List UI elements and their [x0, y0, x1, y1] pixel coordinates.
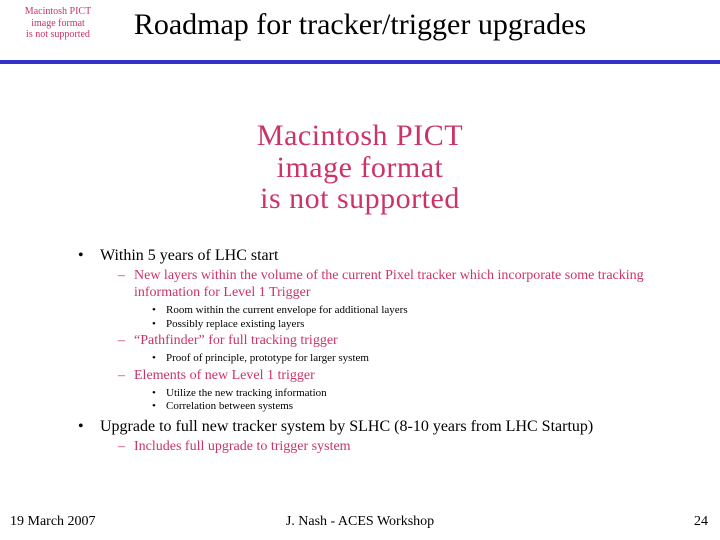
bullet-icon: • [152, 304, 166, 318]
footer-author: J. Nash - ACES Workshop [0, 514, 720, 530]
title-underline [0, 60, 720, 64]
bullet-icon: • [78, 417, 100, 436]
bullet-text: Upgrade to full new tracker system by SL… [100, 417, 593, 436]
page-number: 24 [694, 514, 708, 530]
sub-item: – Includes full upgrade to trigger syste… [118, 439, 698, 456]
dash-icon: – [118, 333, 134, 350]
subsub-text: Possibly replace existing layers [166, 318, 304, 332]
slide-title: Roadmap for tracker/trigger upgrades [0, 8, 720, 42]
bullet-icon: • [152, 318, 166, 332]
pict-line: image format [0, 152, 720, 184]
subsub-item: • Possibly replace existing layers [152, 318, 698, 332]
subsub-item: • Utilize the new tracking information [152, 387, 698, 401]
bullet-icon: • [78, 246, 100, 265]
pict-placeholder-large: Macintosh PICT image format is not suppo… [0, 120, 720, 215]
sub-text: Elements of new Level 1 trigger [134, 368, 315, 385]
bullet-icon: • [152, 400, 166, 414]
sub-item: – Elements of new Level 1 trigger • Util… [118, 368, 698, 414]
sub-text: New layers within the volume of the curr… [134, 268, 698, 302]
subsub-text: Correlation between systems [166, 400, 293, 414]
bullet-icon: • [152, 387, 166, 401]
bullet-item: • Upgrade to full new tracker system by … [78, 417, 698, 456]
subsub-item: • Room within the current envelope for a… [152, 304, 698, 318]
pict-line: Macintosh PICT [0, 120, 720, 152]
dash-icon: – [118, 268, 134, 285]
sub-text: “Pathfinder” for full tracking trigger [134, 333, 338, 350]
subsub-item: • Correlation between systems [152, 400, 698, 414]
bullet-icon: • [152, 352, 166, 366]
subsub-text: Room within the current envelope for add… [166, 304, 408, 318]
pict-line: is not supported [0, 183, 720, 215]
subsub-item: • Proof of principle, prototype for larg… [152, 352, 698, 366]
bullet-item: • Within 5 years of LHC start – New laye… [78, 246, 698, 414]
sub-text: Includes full upgrade to trigger system [134, 439, 351, 456]
dash-icon: – [118, 368, 134, 385]
dash-icon: – [118, 439, 134, 456]
sub-item: – “Pathfinder” for full tracking trigger… [118, 333, 698, 366]
slide: Macintosh PICT image format is not suppo… [0, 0, 720, 540]
content-body: • Within 5 years of LHC start – New laye… [78, 246, 698, 459]
subsub-text: Utilize the new tracking information [166, 387, 327, 401]
bullet-text: Within 5 years of LHC start [100, 246, 278, 265]
sub-item: – New layers within the volume of the cu… [118, 268, 698, 331]
subsub-text: Proof of principle, prototype for larger… [166, 352, 369, 366]
